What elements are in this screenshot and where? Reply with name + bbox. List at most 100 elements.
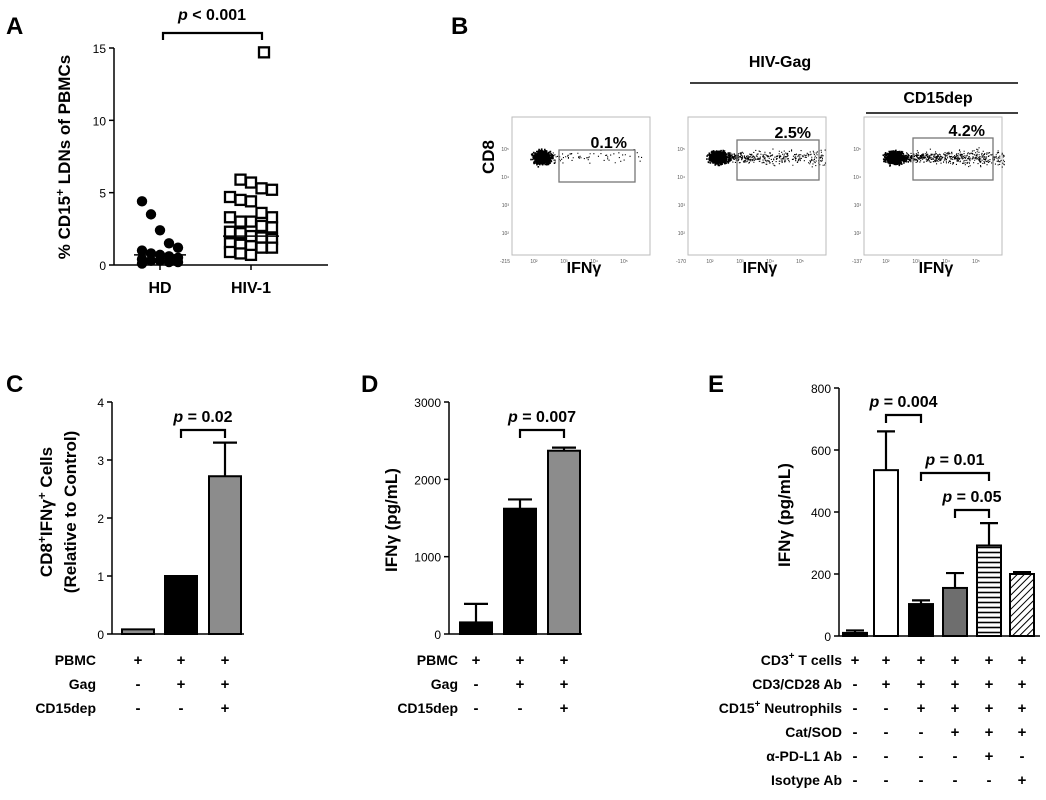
y-tick-label: 200: [811, 568, 831, 582]
y-tick-label: 10: [93, 114, 107, 128]
condition-sign: -: [853, 748, 858, 765]
p-value: = 0.007: [518, 409, 576, 426]
text-part: IFNγ: [37, 499, 56, 536]
panel-label-c: C: [6, 371, 23, 398]
flow-x-tick: 10³: [560, 259, 568, 265]
text-part: T cells: [795, 652, 843, 668]
flow-y-tick: 10³: [678, 203, 686, 209]
condition-label: PBMC: [417, 652, 458, 668]
flow-x-tick: 10⁴: [766, 259, 774, 265]
p-value-label: p = 0.004: [868, 394, 937, 411]
condition-label: Cat/SOD: [785, 724, 842, 740]
y-tick-label: 600: [811, 444, 831, 458]
panel-label-e: E: [708, 371, 724, 398]
flow-y-tick: 10⁴: [501, 175, 509, 181]
condition-sign: -: [919, 724, 924, 741]
y-axis-label: % CD15+ LDNs of PBMCs: [53, 55, 74, 259]
bar: [121, 628, 155, 635]
condition-sign: +: [917, 652, 926, 669]
flow-x-tick: 10²: [706, 259, 714, 265]
panel-label-d: D: [361, 371, 378, 398]
condition-sign: +: [882, 676, 891, 693]
hiv-point: [244, 195, 258, 208]
flow-plot-frame: [511, 116, 651, 256]
condition-sign: -: [987, 772, 992, 789]
condition-sign: +: [1018, 652, 1027, 669]
hd-point: [172, 256, 184, 268]
condition-sign: -: [953, 748, 958, 765]
hiv-point: [234, 193, 247, 207]
flow-x-tick: 10³: [912, 259, 920, 265]
bar: [873, 469, 899, 637]
condition-label: Gag: [431, 676, 458, 692]
hd-point: [163, 256, 175, 268]
hiv-point: [223, 190, 237, 204]
text-part: +: [755, 699, 761, 710]
hiv-point: [223, 245, 237, 259]
panel-b-flow: CD8HIV-GagCD15dep10²10²10³10³10⁴10⁴10⁵10…: [479, 54, 1018, 277]
gate-percentage: 4.2%: [949, 123, 985, 140]
p-symbol: p: [177, 7, 188, 24]
condition-sign: +: [985, 652, 994, 669]
hd-point: [136, 258, 148, 269]
text-part: Neutrophils: [760, 700, 842, 716]
significance-bracket: [884, 413, 923, 423]
y-axis-label: CD8+IFNγ+ Cells (Relative to Control): [35, 431, 80, 593]
hiv-gag-label: HIV-Gag: [749, 54, 811, 71]
flow-y-tick: 10⁴: [853, 175, 861, 181]
flow-x-tick: 10⁵: [620, 259, 628, 265]
condition-sign: -: [474, 676, 479, 693]
gate-percentage: 0.1%: [591, 135, 627, 152]
y-tick-label: 4: [97, 396, 104, 410]
flow-y-tick: 10³: [502, 203, 510, 209]
flow-x-tick: 10⁵: [796, 259, 804, 265]
text-part: Cat/SOD: [785, 724, 842, 740]
flow-y-tick: 10⁵: [501, 147, 509, 153]
condition-label: Isotype Ab: [771, 772, 842, 788]
flow-y-tick: 10²: [854, 231, 862, 237]
y-tick-label: 1: [97, 570, 104, 584]
flow-plot-frame: [863, 116, 1003, 256]
text-part: +: [35, 492, 49, 499]
bar: [842, 631, 868, 638]
bar: [208, 475, 242, 635]
p-value-label: p = 0.007: [507, 409, 576, 426]
condition-sign: +: [134, 652, 143, 669]
y-tick-label: 1000: [414, 551, 441, 565]
condition-sign: -: [853, 772, 858, 789]
text-part: CD3: [761, 652, 789, 668]
y-axis-label: IFNγ (pg/mL): [775, 463, 794, 567]
condition-sign: +: [851, 652, 860, 669]
flow-plot: 10² 10² 10³ 10³ 10⁴ 10⁴ 10⁵ 10⁵ -170 2.5% IFNγ: [676, 116, 827, 277]
panel-a-scatter: 0 5 10 15 HD HIV-1 % CD15+ LDNs of PBMCs p < 0.…: [53, 7, 328, 297]
condition-sign: +: [1018, 724, 1027, 741]
text-part: Isotype Ab: [771, 772, 842, 788]
condition-sign: +: [1018, 676, 1027, 693]
flow-x-tick: 10⁴: [942, 259, 950, 265]
hiv-point: [234, 247, 247, 260]
flow-x-label: IFNγ: [919, 260, 954, 277]
x-category-label: HIV-1: [231, 280, 271, 297]
bar: [976, 544, 1002, 637]
condition-sign: +: [516, 652, 525, 669]
flow-y-tick: 10⁴: [677, 175, 685, 181]
condition-sign: -: [474, 700, 479, 717]
panel-label-a: A: [6, 13, 23, 40]
y-tick-label: 2000: [414, 473, 441, 487]
flow-plot: 10² 10² 10³ 10³ 10⁴ 10⁴ 10⁵ 10⁵ -137 4.2% IFNγ: [852, 116, 1005, 277]
hd-point: [145, 209, 157, 220]
condition-label: CD15+ Neutrophils: [719, 699, 842, 716]
text-part: (Relative to Control): [61, 431, 80, 593]
cd15dep-label: CD15dep: [903, 90, 973, 107]
bar: [942, 586, 968, 638]
condition-sign: +: [985, 700, 994, 717]
bar: [1009, 573, 1035, 637]
y-tick-label: 800: [811, 382, 831, 396]
text-part: LDNs of PBMCs: [55, 55, 74, 189]
flow-x-tick: 10³: [736, 259, 744, 265]
condition-sign: -: [884, 724, 889, 741]
p-value: = 0.05: [952, 489, 1001, 506]
condition-sign: +: [1018, 772, 1027, 789]
hiv-point: [234, 173, 247, 186]
